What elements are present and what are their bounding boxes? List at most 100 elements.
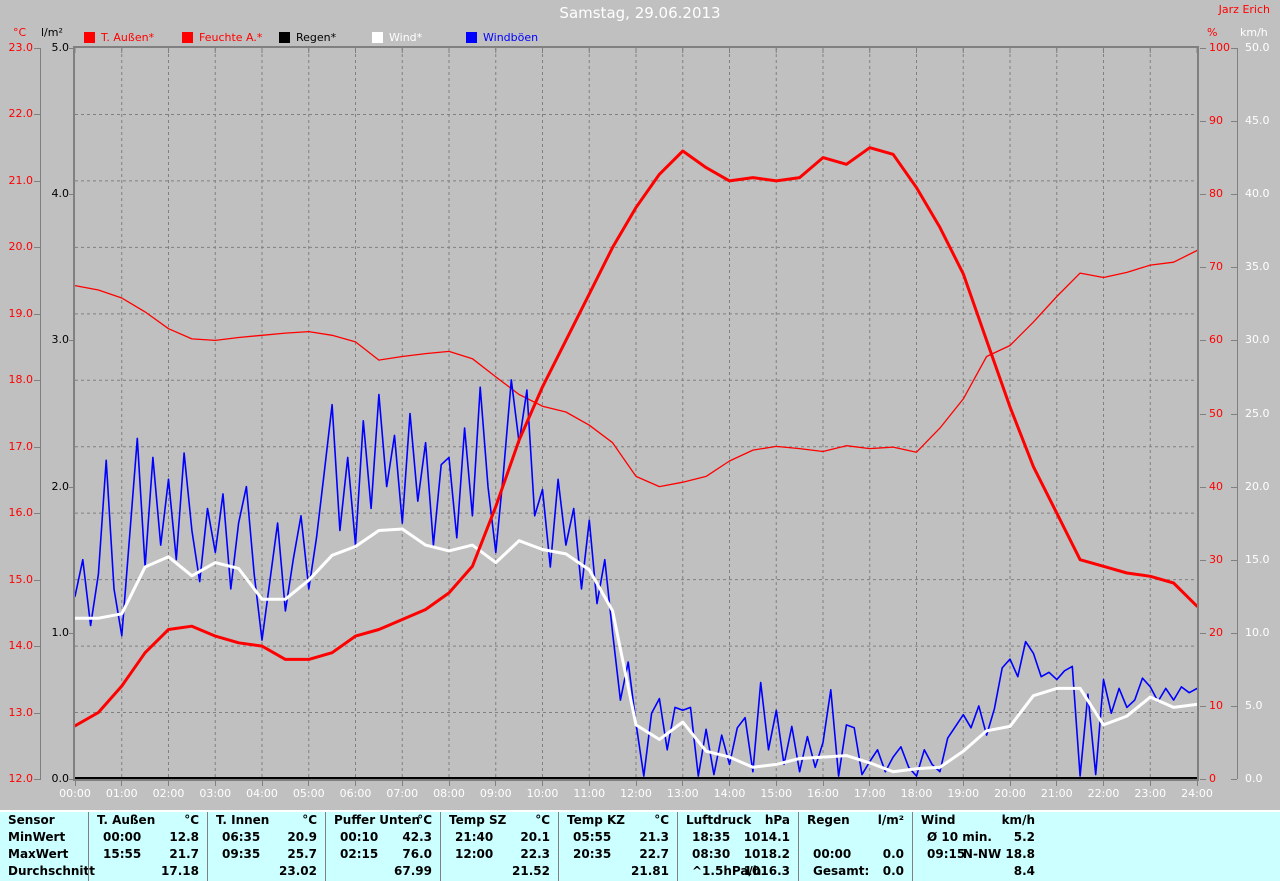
wind-axis-tick <box>1231 340 1237 342</box>
temp-axis-tick <box>34 180 41 182</box>
right-axis-unit-humidity: % <box>1207 26 1218 39</box>
plot-area <box>73 46 1199 781</box>
rain-axis-tick <box>69 779 75 780</box>
wind-axis-tick <box>1231 267 1237 269</box>
table-cell-time: 09:15 <box>927 847 966 861</box>
x-axis-tick <box>495 781 497 786</box>
temp-axis-tick-label: 17.0 <box>8 439 34 453</box>
table-group-name: Temp SZ <box>449 813 507 827</box>
table-cell-value: 0.0 <box>882 864 904 878</box>
wind-axis-tick <box>1231 705 1237 707</box>
legend-label: Wind* <box>389 30 423 44</box>
x-axis-label: 07:00 <box>386 787 419 800</box>
rain-axis-tick-label: 3.0 <box>51 333 70 347</box>
humidity-axis-tick-label: 30 <box>1209 552 1223 566</box>
temp-axis-tick <box>34 712 41 714</box>
table-cell-time: 21:40 <box>455 830 494 844</box>
table-cell-value: 21.3 <box>639 830 669 844</box>
wind-axis-tick-label: 40.0 <box>1245 187 1270 201</box>
table-cell-time: Ø 10 min. <box>927 830 992 844</box>
x-axis-tick <box>121 781 123 786</box>
temp-axis-tick-label: 23.0 <box>8 41 34 54</box>
legend-item: Regen* <box>279 31 336 44</box>
rain-axis-tick-label: 4.0 <box>51 187 70 201</box>
chart-canvas <box>75 48 1197 779</box>
temp-axis-tick-label: 13.0 <box>8 705 34 719</box>
legend-item: Feuchte A.* <box>182 31 262 44</box>
temp-axis-tick <box>34 579 41 581</box>
table-group-luftdruck: Luftdruck hPa 18:35 1014.1 08:30 1018.2 ^1.5hP… <box>677 812 798 881</box>
table-cell-value: 76.0 <box>402 847 432 861</box>
temp-axis-tick-label: 18.0 <box>8 373 34 387</box>
table-cell-value: 21.81 <box>631 864 669 878</box>
table-cell-value: 17.18 <box>161 864 199 878</box>
series-t-au-en <box>75 146 1197 728</box>
rain-axis-tick-label: 5.0 <box>51 41 70 54</box>
x-axis-tick <box>355 781 356 786</box>
table-group-unit: °C <box>184 813 199 827</box>
legend-swatch-2 <box>182 31 193 43</box>
x-axis-label: 11:00 <box>573 787 606 800</box>
humidity-axis-tick <box>1200 48 1206 49</box>
temp-axis-tick-label: 16.0 <box>8 506 34 520</box>
table-cell-value: 5.2 <box>1013 830 1035 844</box>
table-group-name: Regen <box>807 813 850 827</box>
temp-axis-tick <box>34 779 41 780</box>
x-axis-tick <box>588 781 590 786</box>
x-axis-tick <box>1009 781 1011 786</box>
table-cell-value: 23.02 <box>279 864 317 878</box>
window-title: Samstag, 29.06.2013 <box>559 4 721 22</box>
table-cell-time: 15:55 <box>103 847 142 861</box>
table-cell-value: N-NW 18.8 <box>962 847 1035 861</box>
wind-axis-tick-label: 15.0 <box>1245 552 1270 566</box>
humidity-axis-tick-label: 100 <box>1209 41 1230 54</box>
temp-axis-tick <box>34 513 41 515</box>
x-axis-tick <box>635 781 637 786</box>
humidity-axis-tick <box>1200 413 1206 415</box>
table-group-unit: hPa <box>764 813 790 827</box>
x-axis-label: 23:00 <box>1134 787 1167 800</box>
table-cell-time: 00:10 <box>340 830 379 844</box>
left-axis-unit-temp: °C <box>13 26 27 39</box>
legend-label: Windböen <box>483 30 539 44</box>
humidity-axis-tick <box>1200 632 1206 634</box>
table-group-puffer-unten: Puffer Unten °C 00:10 42.3 02:15 76.0 67.99 <box>325 812 440 881</box>
table-row-label: Durchschnitt <box>8 864 96 878</box>
humidity-axis-tick <box>1200 267 1206 269</box>
table-group-name: Puffer Unten <box>334 813 420 827</box>
humidity-axis-tick-label: 70 <box>1209 260 1223 274</box>
table-cell-value: 25.7 <box>287 847 317 861</box>
wind-axis-tick <box>1231 121 1237 123</box>
x-axis-label: 09:00 <box>479 787 512 800</box>
rain-axis-tick-label: 0.0 <box>51 772 70 785</box>
x-axis-tick <box>261 781 263 786</box>
rain-axis-tick <box>69 194 75 196</box>
table-group-name: T. Außen <box>97 813 156 827</box>
legend-swatch-3 <box>279 31 290 43</box>
wind-axis-tick <box>1231 779 1237 780</box>
temp-axis-tick <box>34 646 41 648</box>
table-cell-value: 1014.1 <box>743 830 790 844</box>
x-axis-tick <box>682 781 684 786</box>
humidity-axis-tick-label: 50 <box>1209 406 1223 420</box>
legend-swatch-5 <box>466 31 477 43</box>
x-axis-label: 20:00 <box>994 787 1026 800</box>
table-group-regen: Regen l/m² 00:00 0.0 Gesamt: 0.0 <box>798 812 912 881</box>
table-group-name: Temp KZ <box>567 813 626 827</box>
series-wind <box>75 527 1197 774</box>
x-axis-label: 03:00 <box>199 787 232 800</box>
x-axis-tick <box>916 781 917 786</box>
x-axis-label: 14:00 <box>713 787 746 800</box>
x-axis-label: 17:00 <box>853 787 886 800</box>
table-group-unit: °C <box>535 813 550 827</box>
wind-axis-tick-label: 10.0 <box>1245 625 1270 639</box>
table-cell-value: 20.9 <box>287 830 317 844</box>
table-group-unit: °C <box>654 813 669 827</box>
humidity-axis-tick <box>1200 194 1206 196</box>
x-axis-label: 00:00 <box>59 787 91 800</box>
table-cell-time: 02:15 <box>340 847 379 861</box>
table-group-unit: °C <box>417 813 432 827</box>
wind-axis-tick-label: 25.0 <box>1245 406 1270 420</box>
table-cell-value: 1016.3 <box>743 864 790 878</box>
x-axis-label: 22:00 <box>1087 787 1120 800</box>
